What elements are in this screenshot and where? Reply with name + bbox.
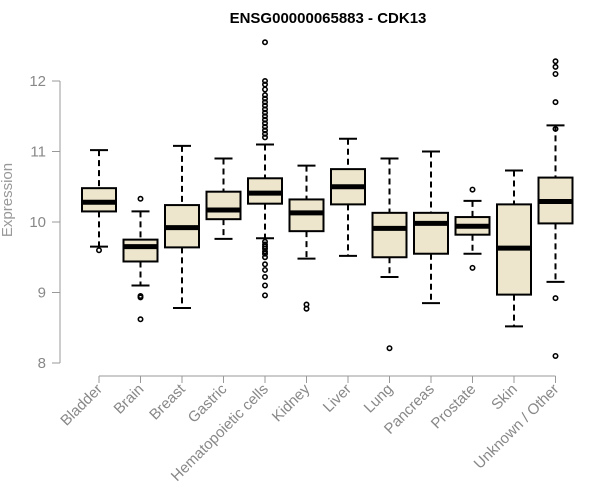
- iqr-box: [413, 211, 449, 255]
- outlier-point: [261, 254, 268, 261]
- box-prostate: [454, 186, 491, 271]
- outlier-point: [552, 63, 559, 70]
- box-liver: [330, 137, 366, 257]
- outlier-point: [261, 92, 268, 99]
- outlier-point: [261, 134, 268, 141]
- boxes-group: [81, 39, 574, 359]
- outlier-point: [261, 113, 268, 120]
- outlier-point: [469, 186, 476, 193]
- x-tick-label: Bladder: [57, 381, 106, 430]
- box-brain: [122, 195, 159, 323]
- outlier-point: [552, 352, 559, 359]
- outlier-point: [552, 70, 559, 77]
- box-hematopoietic-cells: [247, 39, 283, 299]
- x-tick-label: Breast: [146, 380, 189, 423]
- outlier-point: [96, 247, 103, 254]
- outlier-point: [137, 195, 144, 202]
- y-tick-label: 12: [29, 73, 46, 90]
- x-tick-label: Kidney: [269, 380, 314, 425]
- outlier-point: [261, 78, 268, 85]
- y-tick-label: 9: [38, 285, 46, 302]
- iqr-box: [371, 211, 408, 259]
- y-tick-label: 11: [30, 144, 46, 161]
- box-lung: [371, 157, 408, 352]
- outlier-point: [261, 109, 268, 116]
- outlier-point: [261, 273, 268, 280]
- outlier-point: [261, 116, 268, 123]
- box-pancreas: [413, 150, 449, 305]
- outlier-point: [261, 266, 268, 273]
- y-tick-label: 10: [29, 214, 46, 231]
- y-axis: 8 9 10 11 12: [29, 73, 61, 372]
- outlier-point: [469, 264, 476, 271]
- outlier-point: [386, 345, 393, 352]
- x-tick-label: Skin: [488, 381, 521, 414]
- box-bladder: [81, 149, 117, 254]
- outlier-point: [552, 125, 559, 132]
- box-unknown-other: [537, 58, 574, 359]
- outlier-point: [261, 81, 268, 88]
- outlier-point: [552, 58, 559, 65]
- box-kidney: [288, 164, 325, 312]
- x-tick-label: Liver: [320, 381, 355, 416]
- outlier-point: [261, 123, 268, 130]
- outlier-point: [261, 39, 268, 46]
- x-tick-label: Prostate: [428, 381, 480, 433]
- y-tick-label: 8: [38, 355, 46, 372]
- iqr-box: [205, 190, 242, 221]
- outlier-point: [261, 120, 268, 127]
- outlier-point: [261, 102, 268, 109]
- outlier-point: [261, 106, 268, 113]
- y-axis-title: Expression: [0, 163, 16, 237]
- chart-title: ENSG00000065883 - CDK13: [230, 10, 427, 27]
- box-gastric: [205, 157, 242, 240]
- outlier-point: [552, 99, 559, 106]
- iqr-box: [122, 238, 159, 263]
- outlier-point: [137, 316, 144, 323]
- outlier-point: [261, 248, 268, 255]
- outlier-point: [261, 95, 268, 102]
- outlier-point: [261, 99, 268, 106]
- outlier-point: [261, 261, 268, 268]
- outlier-point: [261, 86, 268, 93]
- outlier-point: [261, 130, 268, 137]
- box-skin: [496, 169, 532, 328]
- outlier-point: [261, 282, 268, 289]
- outlier-point: [137, 294, 144, 301]
- outlier-point: [552, 295, 559, 302]
- outlier-point: [261, 292, 268, 299]
- x-tick-label: Brain: [111, 381, 148, 418]
- outlier-point: [303, 305, 310, 312]
- outlier-point: [261, 127, 268, 134]
- outlier-point: [261, 250, 268, 257]
- x-tick-label: Lung: [361, 381, 397, 417]
- box-breast: [164, 144, 200, 310]
